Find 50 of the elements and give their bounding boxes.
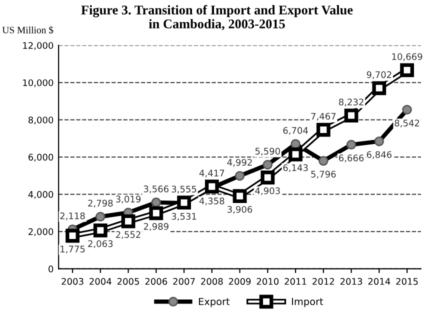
x-tick-label: 2013: [340, 278, 362, 285]
data-label: 3,555: [172, 186, 196, 194]
data-label: 4,417: [199, 170, 224, 178]
x-tick-label: 2014: [368, 278, 390, 285]
x-tick-label: 2005: [117, 278, 139, 285]
data-label: 2,798: [88, 200, 113, 208]
data-label: 2,118: [60, 212, 85, 220]
data-label: 3,019: [116, 196, 141, 204]
data-label: 1,775: [60, 246, 85, 254]
data-label: 6,846: [366, 151, 392, 159]
data-label: 6,666: [339, 154, 364, 162]
data-label: 3,531: [172, 212, 196, 221]
data-label: 8,232: [338, 98, 364, 106]
x-tick-label: 2006: [145, 278, 168, 285]
legend-label: Export: [198, 298, 230, 308]
y-tick-label: 6,000: [28, 154, 54, 162]
y-axis-title: US Million $: [2, 26, 54, 34]
data-label: 2,063: [88, 240, 113, 248]
data-label: 9,702: [366, 71, 392, 79]
data-label: 7,467: [311, 112, 336, 121]
x-tick-label: 2010: [256, 278, 279, 285]
x-tick-label: 2003: [62, 278, 84, 285]
y-tick-label: 12,000: [23, 42, 54, 50]
x-tick-label: 2015: [396, 278, 418, 285]
x-tick-label: 2004: [90, 278, 112, 285]
y-tick-label: 4,000: [28, 191, 54, 199]
data-label: 6,704: [283, 127, 308, 135]
data-label: 2,552: [116, 231, 140, 239]
data-label: 3,566: [144, 185, 169, 194]
chart-title: Figure 3. Transition of Import and Export Value in Cambodia, 2003-2015: [81, 5, 353, 30]
y-tick-label: 2,000: [28, 228, 54, 236]
data-label: 6,143: [283, 164, 308, 172]
data-label: 5,590: [255, 148, 280, 156]
x-tick-label: 2007: [173, 278, 195, 285]
data-label: 4,992: [227, 158, 252, 167]
data-label: 4,903: [255, 187, 280, 196]
data-label: 2,989: [144, 223, 168, 231]
y-tick-label: 10,000: [23, 79, 54, 88]
data-label: 8,542: [394, 120, 420, 128]
x-tick-label: 2008: [201, 278, 223, 285]
y-tick-label: 0: [48, 266, 54, 272]
y-tick-label: 8,000: [28, 116, 54, 124]
x-tick-label: 2011: [284, 278, 306, 285]
legend-label: Import: [292, 298, 324, 308]
data-label: 10,669: [392, 53, 422, 61]
x-tick-label: 2012: [312, 278, 334, 285]
data-label: 4,358: [199, 198, 224, 206]
data-label: 5,796: [311, 170, 336, 179]
x-tick-label: 2009: [228, 278, 251, 285]
data-label: 3,906: [228, 206, 252, 214]
